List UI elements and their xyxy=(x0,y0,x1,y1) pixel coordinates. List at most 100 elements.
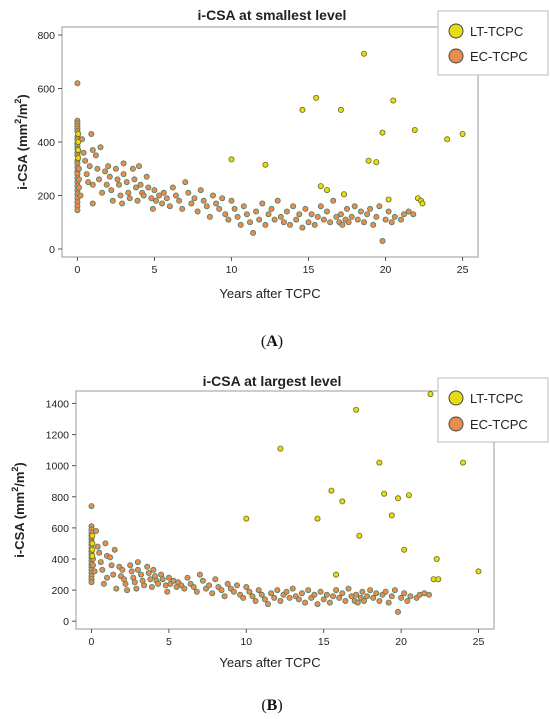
point-ec-tcpc xyxy=(290,203,297,210)
point-ec-tcpc xyxy=(188,200,195,207)
point-ec-tcpc xyxy=(367,587,374,594)
point-ec-tcpc xyxy=(326,599,333,606)
point-ec-tcpc xyxy=(106,173,113,180)
y-ticks: 0 200 400 600 800 1000 1200 1400 xyxy=(46,398,76,628)
point-ec-tcpc xyxy=(370,594,377,601)
y-tick-label: 0 xyxy=(63,616,69,628)
point-lt-tcpc xyxy=(89,552,96,559)
point-ec-tcpc xyxy=(320,596,327,603)
point-ec-tcpc xyxy=(296,211,303,218)
point-ec-tcpc xyxy=(97,144,104,151)
point-ec-tcpc xyxy=(342,598,349,605)
point-ec-tcpc xyxy=(240,203,247,210)
point-ec-tcpc xyxy=(75,176,82,183)
point-ec-tcpc xyxy=(92,152,99,159)
point-ec-tcpc xyxy=(286,221,293,228)
point-lt-tcpc xyxy=(313,94,320,101)
point-ec-tcpc xyxy=(74,207,81,214)
point-ec-tcpc xyxy=(149,205,156,212)
point-ec-tcpc xyxy=(218,587,225,594)
x-axis-label: Years after TCPC xyxy=(219,655,320,670)
point-ec-tcpc xyxy=(302,599,309,606)
panel-label: (B) xyxy=(261,697,282,714)
point-ec-tcpc xyxy=(305,587,312,594)
point-ec-tcpc xyxy=(109,197,116,204)
point-ec-tcpc xyxy=(277,598,284,605)
point-ec-tcpc xyxy=(255,587,262,594)
point-ec-tcpc xyxy=(317,203,324,210)
point-ec-tcpc xyxy=(111,546,118,553)
x-tick-label: 0 xyxy=(74,264,80,276)
point-ec-tcpc xyxy=(407,593,414,600)
point-ec-tcpc xyxy=(394,608,401,615)
point-ec-tcpc xyxy=(295,596,302,603)
point-ec-tcpc xyxy=(126,195,133,202)
point-ec-tcpc xyxy=(339,590,346,597)
point-ec-tcpc xyxy=(286,594,293,601)
point-ec-tcpc xyxy=(134,197,141,204)
point-ec-tcpc xyxy=(311,591,318,598)
point-ec-tcpc xyxy=(93,528,100,535)
point-lt-tcpc xyxy=(89,546,96,553)
point-lt-tcpc xyxy=(356,532,363,539)
point-ec-tcpc xyxy=(89,181,96,188)
y-tick-label: 600 xyxy=(51,523,69,535)
point-ec-tcpc xyxy=(181,585,188,592)
point-lt-tcpc xyxy=(333,571,340,578)
point-ec-tcpc xyxy=(199,577,206,584)
point-ec-tcpc xyxy=(102,168,109,175)
point-lt-tcpc xyxy=(373,159,380,166)
point-ec-tcpc xyxy=(193,588,200,595)
point-lt-tcpc xyxy=(376,459,383,466)
point-lt-tcpc xyxy=(89,532,96,539)
point-ec-tcpc xyxy=(80,149,87,156)
point-ec-tcpc xyxy=(289,585,296,592)
point-ec-tcpc xyxy=(96,176,103,183)
point-ec-tcpc xyxy=(379,237,386,244)
point-lt-tcpc xyxy=(459,459,466,466)
point-ec-tcpc xyxy=(293,216,300,223)
point-ec-tcpc xyxy=(283,208,290,215)
y-axis-label: i-CSA (mm2/m2) xyxy=(13,94,30,190)
point-ec-tcpc xyxy=(298,590,305,597)
point-ec-tcpc xyxy=(133,585,140,592)
point-lt-tcpc xyxy=(379,129,386,136)
point-ec-tcpc xyxy=(128,568,135,575)
point-lt-tcpc xyxy=(381,490,388,497)
point-ec-tcpc xyxy=(271,594,278,601)
y-tick-label: 1000 xyxy=(46,461,70,473)
legend-box xyxy=(437,377,549,443)
point-ec-tcpc xyxy=(364,211,371,218)
point-ec-tcpc xyxy=(405,208,412,215)
point-ec-tcpc xyxy=(99,189,106,196)
plot-area xyxy=(61,26,479,258)
x-tick-label: 20 xyxy=(380,264,392,276)
point-ec-tcpc xyxy=(197,187,204,194)
point-ec-tcpc xyxy=(268,590,275,597)
point-ec-tcpc xyxy=(108,562,115,569)
point-lt-tcpc xyxy=(340,191,347,198)
x-ticks: 0 5 10 15 20 25 xyxy=(74,257,469,276)
point-ec-tcpc xyxy=(330,197,337,204)
x-axis-label: Years after TCPC xyxy=(219,286,320,301)
point-ec-tcpc xyxy=(94,543,101,550)
point-ec-tcpc xyxy=(258,591,265,598)
point-ec-tcpc xyxy=(114,176,121,183)
point-lt-tcpc xyxy=(365,157,372,164)
point-ec-tcpc xyxy=(82,157,89,164)
point-ec-tcpc xyxy=(164,588,171,595)
point-lt-tcpc xyxy=(475,568,482,575)
point-ec-tcpc xyxy=(159,576,166,583)
point-lt-tcpc xyxy=(459,130,466,137)
point-ec-tcpc xyxy=(213,200,220,207)
point-ec-tcpc xyxy=(96,549,103,556)
point-ec-tcpc xyxy=(323,208,330,215)
point-ec-tcpc xyxy=(391,587,398,594)
point-ec-tcpc xyxy=(373,590,380,597)
point-ec-tcpc xyxy=(388,593,395,600)
point-ec-tcpc xyxy=(113,585,120,592)
point-lt-tcpc xyxy=(360,50,367,57)
point-ec-tcpc xyxy=(209,590,216,597)
point-ec-tcpc xyxy=(231,205,238,212)
